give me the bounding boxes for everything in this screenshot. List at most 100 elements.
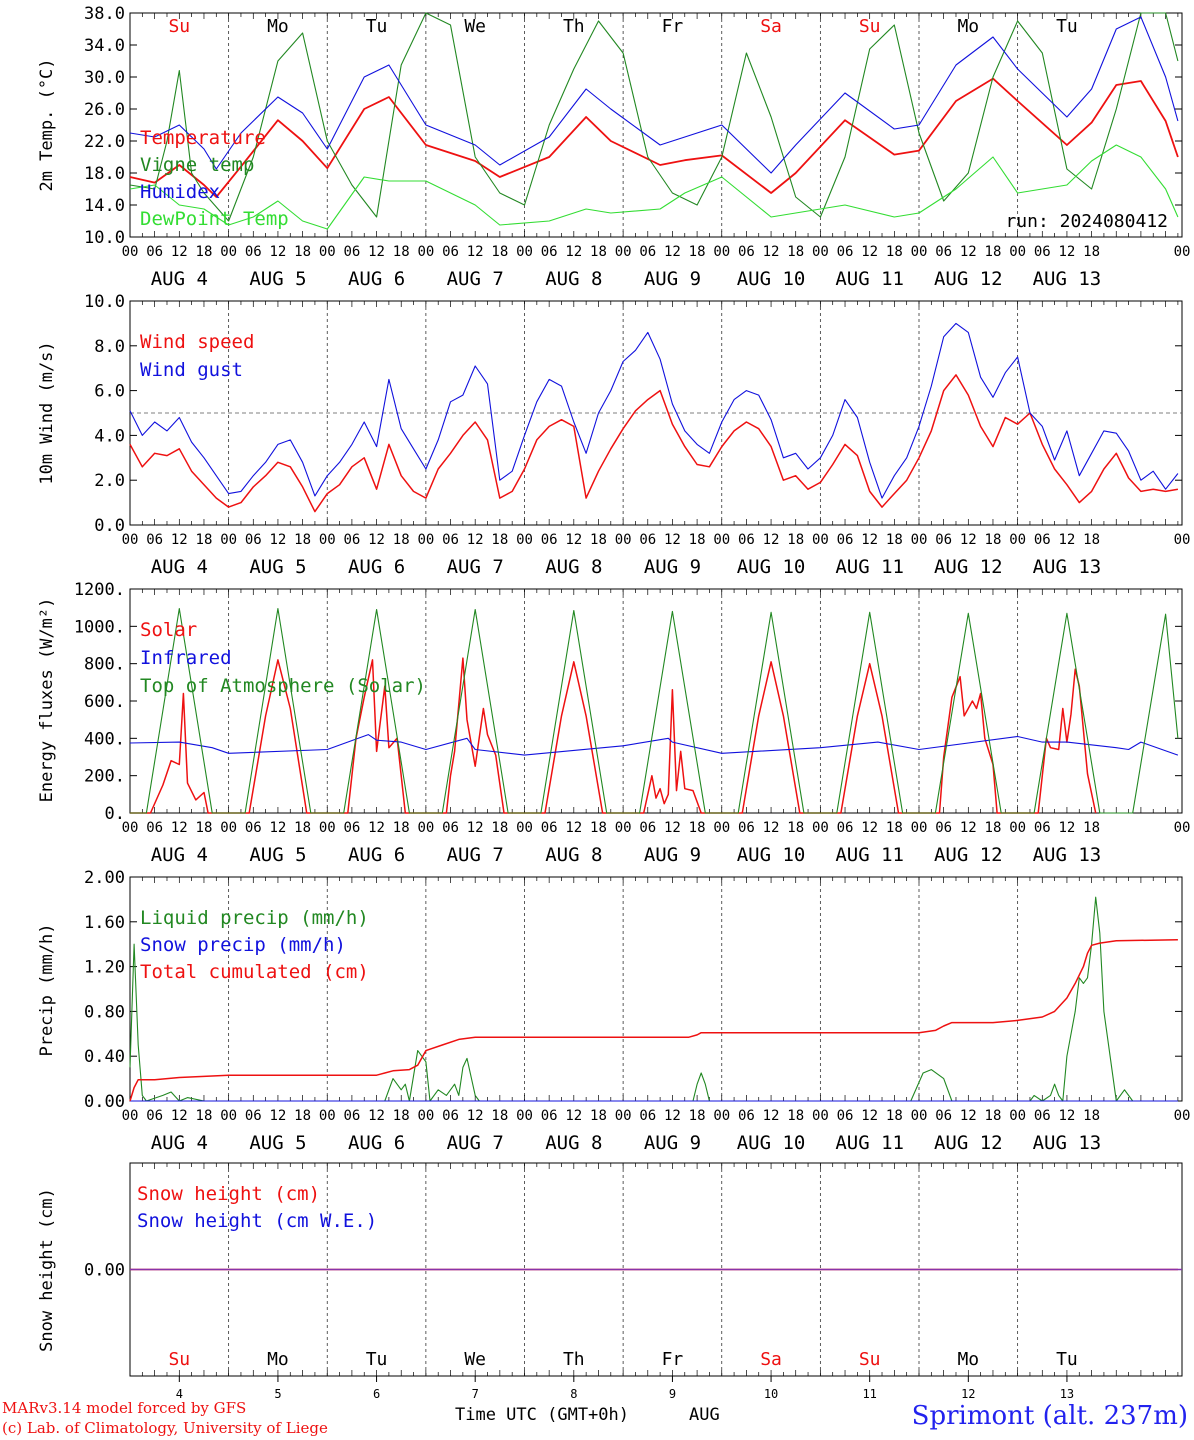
series-line-temperature — [129, 77, 1179, 198]
series-line-top-of-atmosphere-solar — [130, 608, 1179, 814]
day-label: AUG 6 — [348, 556, 405, 578]
hour-tick-label: 00 — [417, 1108, 434, 1124]
y-tick-label: 0.80 — [84, 1002, 125, 1022]
weekday-label: Su — [168, 16, 190, 37]
time-axis-label: Time UTC (GMT+0h) — [455, 1405, 629, 1425]
hour-tick-label: 00 — [615, 820, 632, 836]
hour-tick-label: 18 — [491, 820, 508, 836]
hour-tick-label: 06 — [837, 1108, 854, 1124]
day-label: AUG 5 — [249, 556, 306, 578]
hour-tick-label: 06 — [738, 820, 755, 836]
hour-tick-label: 00 — [812, 1108, 829, 1124]
hour-tick-label: 12 — [171, 532, 188, 548]
hour-tick-label: 12 — [270, 244, 287, 260]
hour-tick-label: 06 — [245, 532, 262, 548]
hour-tick-label: 18 — [393, 532, 410, 548]
hour-tick-label: 06 — [738, 244, 755, 260]
hour-tick-label: 18 — [294, 532, 311, 548]
hour-tick-label: 00 — [911, 244, 928, 260]
hour-tick-label: 00 — [122, 820, 139, 836]
hour-tick-label: 12 — [565, 244, 582, 260]
hour-tick-label: 00 — [615, 532, 632, 548]
hour-tick-label: 18 — [196, 820, 213, 836]
hour-tick-label: 18 — [985, 244, 1002, 260]
day-number-label: 5 — [274, 1387, 281, 1401]
hour-tick-label: 12 — [763, 532, 780, 548]
hour-tick-label: 06 — [541, 820, 558, 836]
hour-tick-label: 12 — [960, 820, 977, 836]
hour-tick-label: 06 — [639, 532, 656, 548]
day-number-label: 10 — [764, 1387, 778, 1401]
hour-tick-label: 12 — [664, 1108, 681, 1124]
hour-tick-label: 06 — [245, 244, 262, 260]
hour-tick-label: 06 — [1034, 1108, 1051, 1124]
hour-tick-label: 00 — [319, 244, 336, 260]
y-tick-label: 200. — [84, 767, 125, 787]
legend-entry: Temperature — [140, 127, 266, 149]
hour-tick-label: 12 — [368, 1108, 385, 1124]
day-label: AUG 13 — [1033, 268, 1102, 290]
day-label: AUG 11 — [835, 844, 904, 866]
hour-tick-label: 00 — [516, 1108, 533, 1124]
hour-tick-label: 06 — [639, 820, 656, 836]
hour-tick-label: 06 — [935, 1108, 952, 1124]
hour-tick-label: 00 — [713, 532, 730, 548]
day-label: AUG 11 — [835, 556, 904, 578]
day-label: AUG 5 — [249, 268, 306, 290]
hour-tick-label: 06 — [837, 820, 854, 836]
hour-tick-label: 12 — [171, 820, 188, 836]
hour-tick-label: 06 — [146, 532, 163, 548]
hour-tick-label: 00 — [516, 820, 533, 836]
legend-entry: Infrared — [140, 647, 232, 669]
hour-tick-label: 18 — [196, 244, 213, 260]
y-tick-label: 1000. — [74, 617, 125, 637]
weekday-label: Su — [859, 16, 881, 37]
hour-tick-label: 00 — [417, 244, 434, 260]
hour-tick-label: 18 — [294, 1108, 311, 1124]
hour-tick-label: 00 — [1174, 1108, 1191, 1124]
hour-tick-label: 12 — [861, 532, 878, 548]
y-tick-label: 18.0 — [84, 164, 125, 184]
legend-entry: Humidex — [140, 181, 220, 203]
day-label: AUG 10 — [737, 1132, 806, 1154]
hour-tick-label: 00 — [615, 1108, 632, 1124]
hour-tick-label: 06 — [639, 1108, 656, 1124]
hour-tick-label: 00 — [220, 532, 237, 548]
weekday-label: Tu — [1056, 16, 1078, 37]
y-tick-label: 0.0 — [94, 516, 125, 536]
series-line-wind-gust — [129, 322, 1179, 499]
day-label: AUG 4 — [151, 556, 208, 578]
hour-tick-label: 18 — [590, 1108, 607, 1124]
hour-tick-label: 06 — [146, 244, 163, 260]
y-tick-label: 30.0 — [84, 68, 125, 88]
run-annotation: run: 2024080412 — [1005, 211, 1168, 232]
hour-tick-label: 12 — [171, 244, 188, 260]
weekday-label: Mo — [957, 1349, 979, 1370]
hour-tick-label: 12 — [368, 244, 385, 260]
hour-tick-label: 00 — [417, 820, 434, 836]
y-axis-label: Snow height (cm) — [37, 1188, 57, 1352]
hour-tick-label: 00 — [911, 532, 928, 548]
weekday-label: We — [464, 16, 486, 37]
y-tick-label: 14.0 — [84, 196, 125, 216]
hour-tick-label: 12 — [664, 532, 681, 548]
series-line-total-cumulated-cm — [129, 938, 1178, 1102]
hour-tick-label: 06 — [1034, 532, 1051, 548]
day-label: AUG 11 — [835, 1132, 904, 1154]
series-line-dewpoint-temp — [129, 144, 1179, 230]
hour-tick-label: 12 — [467, 244, 484, 260]
legend-entry: DewPoint Temp — [140, 208, 289, 230]
hour-tick-label: 18 — [590, 820, 607, 836]
hour-tick-label: 00 — [615, 244, 632, 260]
hour-tick-label: 06 — [1034, 820, 1051, 836]
legend-entry: Wind speed — [140, 331, 254, 353]
legend-entry: Liquid precip (mm/h) — [140, 907, 369, 929]
series-line-humidex — [129, 16, 1179, 174]
hour-tick-label: 12 — [1059, 1108, 1076, 1124]
y-axis-label: Precip (mm/h) — [37, 923, 57, 1056]
hour-tick-label: 18 — [689, 1108, 706, 1124]
day-number-label: 4 — [176, 1387, 183, 1401]
hour-ticks — [129, 13, 1179, 237]
day-number-label: 8 — [570, 1387, 577, 1401]
y-tick-label: 0.00 — [84, 1092, 125, 1112]
